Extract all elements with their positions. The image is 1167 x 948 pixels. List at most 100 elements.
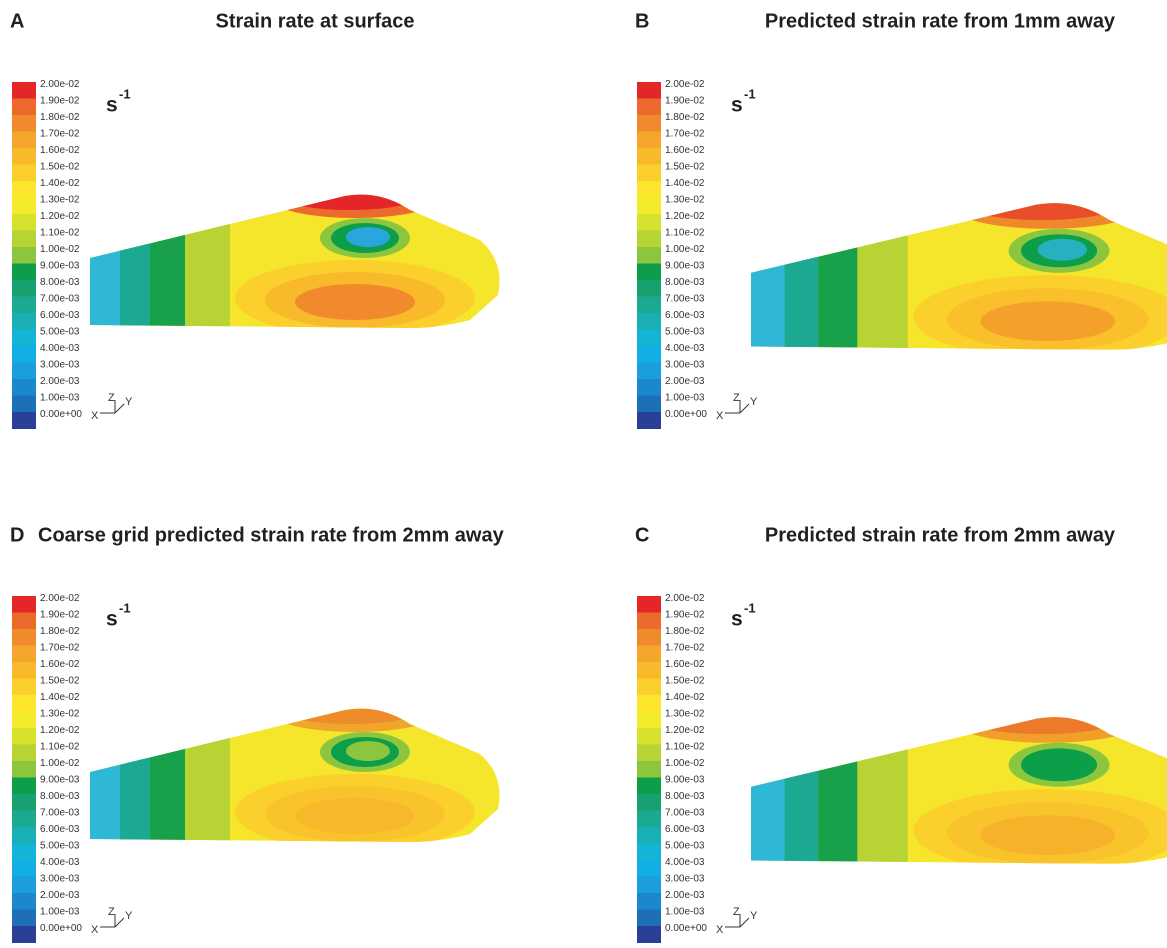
colorbar-label: 2.00e-03 [665, 376, 705, 387]
colorbar-label: 1.90e-02 [40, 609, 80, 620]
colorbar-swatch [12, 164, 36, 182]
contour [295, 798, 415, 834]
colorbar-swatch [637, 214, 661, 231]
colorbar-swatch [637, 247, 661, 264]
contour [185, 708, 230, 842]
contour [857, 203, 908, 350]
colorbar-label: 1.40e-02 [40, 178, 80, 189]
colorbar-label: 8.00e-03 [40, 791, 80, 802]
colorbar-swatch [637, 329, 661, 347]
colorbar-label: 1.40e-02 [40, 692, 80, 703]
colorbar-label: 1.70e-02 [40, 642, 80, 653]
contour [120, 708, 150, 842]
colorbar-swatch [12, 678, 36, 696]
contour-plot [751, 203, 1167, 350]
colorbar-label: 1.80e-02 [665, 112, 705, 123]
colorbar-label: 0.00e+00 [40, 409, 82, 420]
contour [346, 741, 390, 761]
colorbar-label: 6.00e-03 [665, 824, 705, 835]
colorbar-swatch [12, 230, 36, 248]
colorbar-swatch [12, 843, 36, 861]
colorbar-swatch [637, 678, 661, 696]
colorbar-label: 1.10e-02 [665, 741, 705, 752]
colorbar-label: 0.00e+00 [665, 409, 707, 420]
panel-letter: D [10, 524, 24, 546]
colorbar-label: 1.60e-02 [40, 659, 80, 670]
triad-y: Y [750, 910, 758, 922]
panel-title: Strain rate at surface [216, 10, 415, 32]
colorbar-swatch [637, 82, 661, 99]
triad-z: Z [733, 906, 740, 918]
contour [963, 717, 1121, 735]
panel-letter: C [635, 524, 649, 546]
contour [947, 802, 1149, 864]
colorbar-swatch [12, 362, 36, 380]
unit: s [731, 94, 743, 117]
triad-z: Z [733, 392, 740, 404]
colorbar-label: 1.90e-02 [665, 95, 705, 106]
colorbar-label: 1.50e-02 [665, 161, 705, 172]
colorbar-swatch [12, 395, 36, 413]
colorbar-label: 1.20e-02 [665, 725, 705, 736]
colorbar-swatch [12, 827, 36, 844]
colorbar-label: 4.00e-03 [665, 857, 705, 868]
colorbar-swatch [12, 810, 36, 828]
colorbar-swatch [637, 761, 661, 778]
colorbar-swatch [637, 115, 661, 132]
colorbar-swatch [12, 296, 36, 314]
colorbar-swatch [637, 876, 661, 894]
colorbar-swatch [12, 926, 36, 943]
colorbar-swatch [637, 263, 661, 281]
colorbar-swatch [637, 629, 661, 646]
colorbar-label: 1.50e-02 [40, 161, 80, 172]
colorbar-swatch [12, 115, 36, 132]
colorbar-swatch [637, 645, 661, 663]
colorbar-label: 1.80e-02 [40, 626, 80, 637]
colorbar-label: 6.00e-03 [40, 310, 80, 321]
colorbar-swatch [12, 247, 36, 264]
colorbar-label: 3.00e-03 [40, 359, 80, 370]
contour [818, 717, 858, 864]
colorbar-label: 9.00e-03 [665, 774, 705, 785]
colorbar-label: 9.00e-03 [40, 260, 80, 271]
colorbar-label: 1.50e-02 [665, 675, 705, 686]
colorbar-label: 1.20e-02 [40, 725, 80, 736]
colorbar-label: 2.00e-02 [40, 79, 80, 90]
colorbar-swatch [12, 728, 36, 745]
contour [150, 708, 185, 842]
panel-title: Predicted strain rate from 1mm away [765, 10, 1116, 32]
colorbar-swatch [12, 645, 36, 663]
colorbar-swatch [12, 876, 36, 894]
colorbar-label: 1.70e-02 [665, 128, 705, 139]
colorbar-swatch [637, 909, 661, 927]
colorbar-label: 1.00e-02 [40, 244, 80, 255]
colorbar-swatch [637, 296, 661, 314]
colorbar-label: 3.00e-03 [665, 873, 705, 884]
colorbar-swatch [637, 412, 661, 429]
colorbar-label: 1.90e-02 [40, 95, 80, 106]
triad-z: Z [108, 392, 115, 404]
panel-title: Coarse grid predicted strain rate from 2… [38, 524, 505, 546]
colorbar-swatch [637, 230, 661, 248]
colorbar-swatch [637, 810, 661, 828]
colorbar-swatch [637, 728, 661, 745]
colorbar-label: 3.00e-03 [40, 873, 80, 884]
colorbar-label: 1.30e-02 [40, 194, 80, 205]
colorbar-label: 1.00e-03 [40, 392, 80, 403]
contour [280, 194, 420, 210]
triad-y: Y [125, 910, 133, 922]
colorbar-label: 1.00e-03 [665, 392, 705, 403]
colorbar-label: 1.40e-02 [665, 178, 705, 189]
colorbar-swatch [12, 695, 36, 712]
colorbar-label: 1.30e-02 [40, 708, 80, 719]
contour-plot [90, 708, 500, 842]
colorbar-label: 1.30e-02 [665, 194, 705, 205]
colorbar-swatch [637, 893, 661, 910]
colorbar-label: 7.00e-03 [665, 293, 705, 304]
colorbar-label: 1.80e-02 [665, 626, 705, 637]
contour [120, 194, 150, 328]
contour [952, 717, 1144, 743]
colorbar-swatch [637, 313, 661, 330]
colorbar-swatch [637, 98, 661, 116]
